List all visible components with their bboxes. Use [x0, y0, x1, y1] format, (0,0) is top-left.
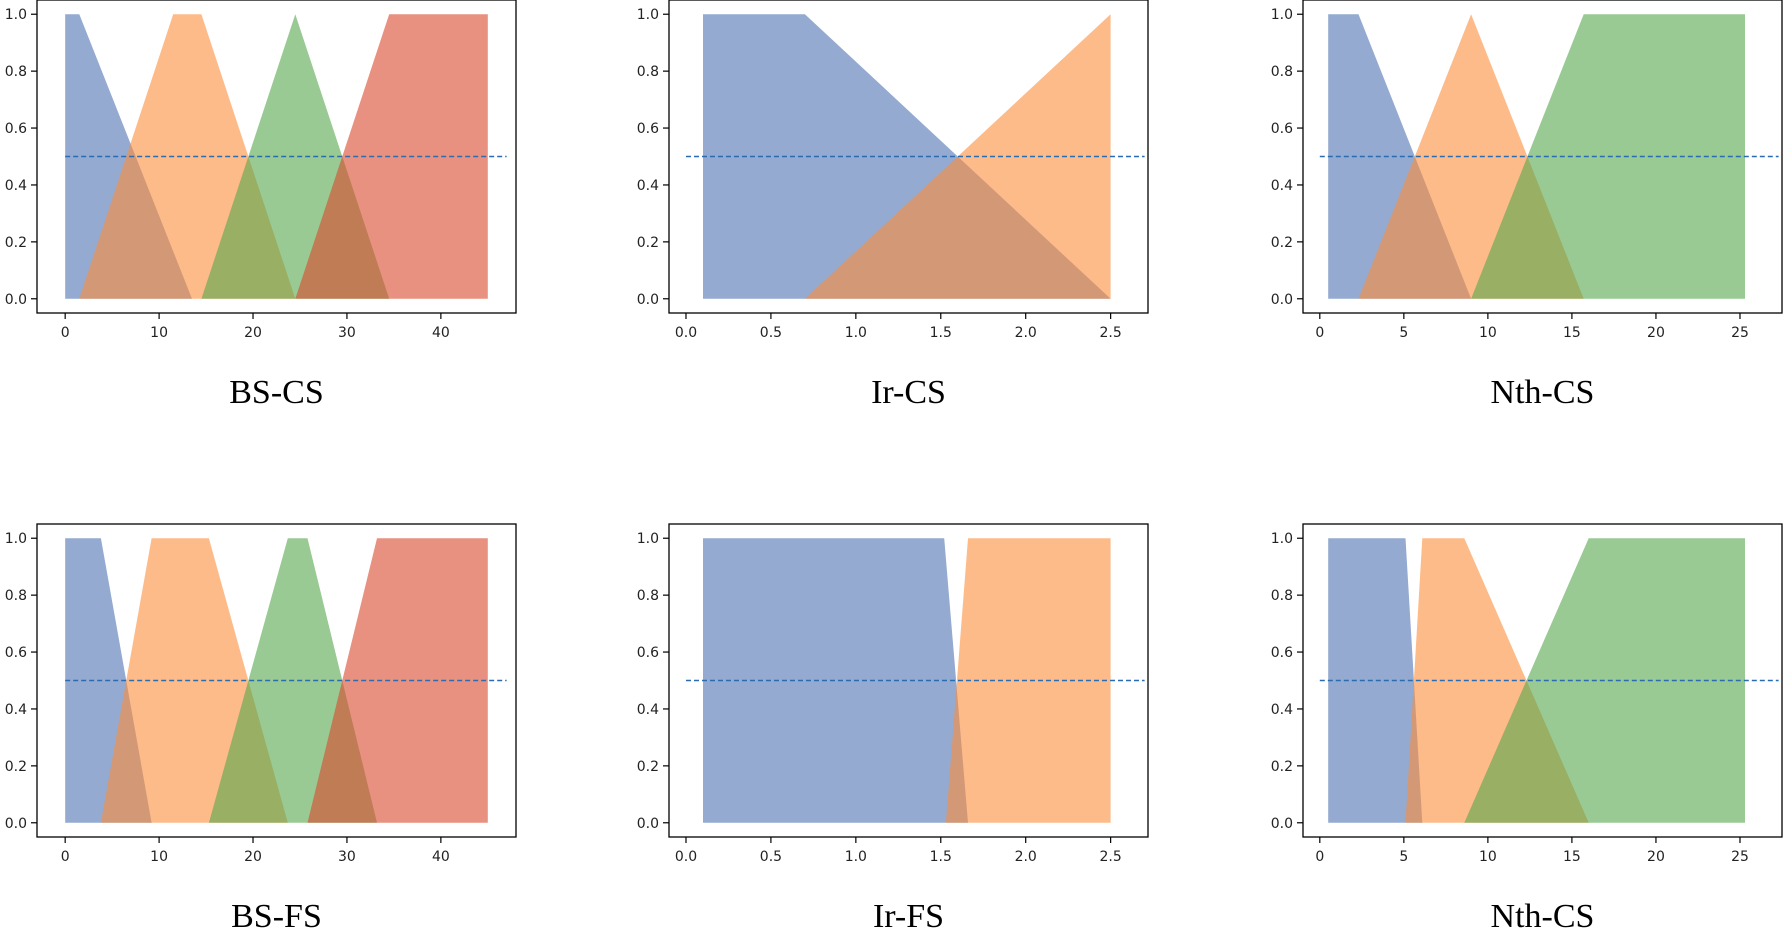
y-tick-label: 0.0: [637, 816, 659, 832]
y-tick-label: 0.0: [1271, 816, 1293, 832]
x-tick-label: 20: [244, 849, 262, 865]
x-tick-label: 2.0: [1015, 325, 1037, 341]
y-tick-label: 1.0: [5, 7, 27, 23]
panel-caption: BS-FS: [231, 898, 322, 935]
y-tick-label: 0.6: [5, 121, 27, 137]
y-tick-label: 1.0: [637, 7, 659, 23]
panel-caption: Ir-CS: [871, 374, 946, 411]
chart-panel: 0 5 10 15 20 25 0.0 0.2 0.4 0.6 0.8 1.0 Nth-CS: [1271, 523, 1783, 935]
x-tick-label: 10: [1479, 849, 1497, 865]
x-tick-label: 2.5: [1099, 325, 1121, 341]
x-tick-label: 20: [1647, 849, 1665, 865]
x-tick-label: 0: [1315, 325, 1324, 341]
y-tick-label: 1.0: [1271, 531, 1293, 547]
y-tick-label: 0.6: [1271, 121, 1293, 137]
x-tick-label: 20: [1647, 325, 1665, 341]
y-tick-label: 0.0: [5, 816, 27, 832]
y-tick-label: 0.8: [5, 64, 27, 80]
y-tick-label: 0.4: [1271, 702, 1293, 718]
x-tick-label: 5: [1399, 849, 1408, 865]
x-tick-label: 10: [1479, 325, 1497, 341]
panel-caption: Nth-CS: [1491, 374, 1595, 411]
x-tick-label: 1.0: [845, 849, 867, 865]
x-tick-label: 1.5: [930, 849, 952, 865]
y-tick-label: 0.2: [637, 759, 659, 775]
y-tick-label: 0.6: [1271, 645, 1293, 661]
y-tick-label: 0.4: [5, 178, 27, 194]
membership-area: [295, 14, 488, 299]
y-tick-label: 0.4: [1271, 178, 1293, 194]
x-tick-label: 1.5: [930, 325, 952, 341]
panel-caption: Nth-CS: [1491, 898, 1595, 935]
y-tick-label: 0.4: [637, 178, 659, 194]
x-tick-label: 25: [1731, 325, 1749, 341]
x-tick-label: 30: [338, 849, 356, 865]
y-tick-label: 0.0: [1271, 292, 1293, 308]
chart-panel: 0.0 0.5 1.0 1.5 2.0 2.5 0.0 0.2 0.4 0.6 0.8 1.0 Ir-C…: [637, 0, 1149, 411]
y-tick-label: 0.8: [5, 588, 27, 604]
x-tick-label: 0.5: [760, 325, 782, 341]
y-tick-label: 0.8: [637, 64, 659, 80]
y-tick-label: 0.2: [1271, 235, 1293, 251]
x-tick-label: 40: [432, 325, 450, 341]
y-tick-label: 0.2: [637, 235, 659, 251]
y-tick-label: 0.0: [5, 292, 27, 308]
y-tick-label: 0.4: [5, 702, 27, 718]
y-tick-label: 0.8: [637, 588, 659, 604]
x-tick-label: 2.5: [1099, 849, 1121, 865]
axes-frame: [1302, 0, 1783, 314]
x-tick-label: 15: [1563, 849, 1581, 865]
x-tick-label: 1.0: [845, 325, 867, 341]
x-tick-label: 0.5: [760, 849, 782, 865]
x-tick-label: 0: [61, 325, 70, 341]
x-tick-label: 2.0: [1015, 849, 1037, 865]
axes-frame: [668, 0, 1149, 314]
x-tick-label: 40: [432, 849, 450, 865]
axes-frame: [36, 523, 517, 838]
y-tick-label: 0.2: [1271, 759, 1293, 775]
membership-area: [804, 14, 1111, 299]
axes-frame: [1302, 523, 1783, 838]
x-tick-label: 20: [244, 325, 262, 341]
y-tick-label: 1.0: [1271, 7, 1293, 23]
x-tick-label: 0.0: [675, 325, 697, 341]
y-tick-label: 1.0: [5, 531, 27, 547]
x-tick-label: 0.0: [675, 849, 697, 865]
x-tick-label: 10: [150, 849, 168, 865]
y-tick-label: 0.2: [5, 235, 27, 251]
membership-area: [1328, 538, 1423, 823]
x-tick-label: 10: [150, 325, 168, 341]
axes-frame: [668, 523, 1149, 838]
y-tick-label: 0.8: [1271, 588, 1293, 604]
y-tick-label: 1.0: [637, 531, 659, 547]
panel-caption: Ir-FS: [873, 898, 944, 935]
y-tick-label: 0.6: [637, 645, 659, 661]
y-tick-label: 0.4: [637, 702, 659, 718]
y-tick-label: 0.6: [637, 121, 659, 137]
chart-panel: 0.0 0.5 1.0 1.5 2.0 2.5 0.0 0.2 0.4 0.6 0.8 1.0 Ir-F…: [637, 523, 1149, 935]
axes-frame: [36, 0, 517, 314]
chart-panel: 0 10 20 30 40 0.0 0.2 0.4 0.6 0.8 1.0 BS-FS: [5, 523, 517, 935]
x-tick-label: 0: [1315, 849, 1324, 865]
y-tick-label: 0.2: [5, 759, 27, 775]
y-tick-label: 0.8: [1271, 64, 1293, 80]
x-tick-label: 30: [338, 325, 356, 341]
x-tick-label: 0: [61, 849, 70, 865]
chart-panel: 0 10 20 30 40 0.0 0.2 0.4 0.6 0.8 1.0 BS-CS: [5, 0, 517, 411]
x-tick-label: 15: [1563, 325, 1581, 341]
x-tick-label: 25: [1731, 849, 1749, 865]
y-tick-label: 0.6: [5, 645, 27, 661]
membership-area: [945, 538, 1111, 823]
membership-area: [703, 538, 968, 823]
x-tick-label: 5: [1399, 325, 1408, 341]
panel-caption: BS-CS: [229, 374, 324, 411]
y-tick-label: 0.0: [637, 292, 659, 308]
chart-panel: 0 5 10 15 20 25 0.0 0.2 0.4 0.6 0.8 1.0 Nth-CS: [1271, 0, 1783, 411]
